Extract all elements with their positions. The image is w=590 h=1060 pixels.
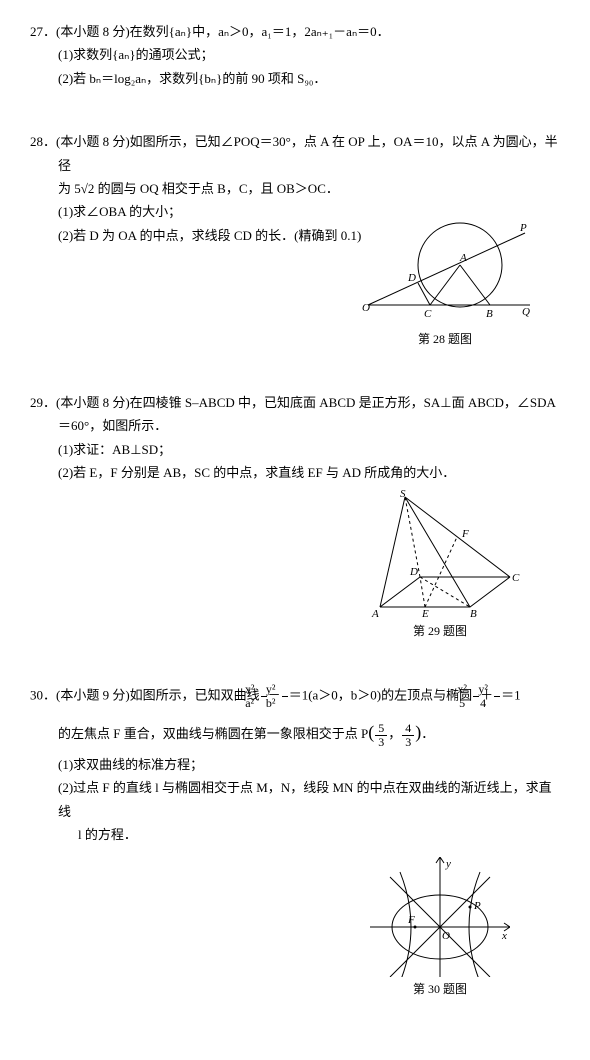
svg-text:P: P — [473, 900, 481, 912]
problem-29: 29．(本小题 8 分)在四棱锥 S–ABCD 中，已知底面 ABCD 是正方形… — [30, 391, 560, 643]
p29-head: 29．(本小题 8 分)在四棱锥 S–ABCD 中，已知底面 ABCD 是正方形… — [30, 391, 560, 414]
p28-head2: 为 5√2 的圆与 OQ 相交于点 B，C，且 OB＞OC． — [30, 177, 560, 200]
svg-text:Q: Q — [522, 306, 530, 318]
svg-text:P: P — [519, 222, 527, 234]
p30-s2b: l 的方程． — [30, 823, 560, 846]
svg-text:S: S — [400, 489, 406, 500]
svg-text:C: C — [424, 308, 432, 320]
svg-text:y: y — [445, 858, 451, 870]
p29-num: 29 — [30, 395, 43, 410]
svg-text:E: E — [421, 608, 429, 619]
svg-text:O: O — [362, 302, 370, 314]
figure-30-caption: 第 30 题图 — [413, 982, 467, 996]
svg-text:C: C — [512, 572, 520, 584]
p29-s2: (2)若 E，F 分别是 AB，SC 的中点，求直线 EF 与 AD 所成角的大… — [30, 461, 560, 484]
figure-29: S A B C D E F 第 29 题图 — [360, 489, 520, 643]
figure-30-svg: O F P x y — [370, 857, 510, 977]
figure-28-svg: O A B C D P Q — [360, 217, 530, 327]
figure-29-caption: 第 29 题图 — [413, 624, 467, 638]
svg-text:F: F — [461, 528, 469, 540]
svg-text:D: D — [409, 566, 418, 578]
p28-num: 28 — [30, 134, 43, 149]
p27-s1: (1)求数列{aₙ}的通项公式； — [30, 43, 560, 66]
frac-y24: y²4 — [494, 683, 500, 710]
p27-num: 27 — [30, 24, 43, 39]
problem-30: 30．(本小题 9 分)如图所示，已知双曲线x²a²－y²b²＝1(a＞0，b＞… — [30, 683, 560, 1000]
figure-28-caption: 第 28 题图 — [418, 332, 472, 346]
p28-head: 28．(本小题 8 分)如图所示，已知∠POQ＝30°，点 A 在 OP 上，O… — [30, 130, 560, 177]
p27-s2: (2)若 bₙ＝log₂aₙ，求数列{bₙ}的前 90 项和 S₉₀． — [30, 67, 560, 90]
svg-text:D: D — [407, 272, 416, 284]
svg-text:A: A — [371, 608, 379, 619]
figure-30: O F P x y 第 30 题图 — [370, 857, 510, 1001]
svg-text:F: F — [407, 914, 415, 926]
svg-text:B: B — [470, 608, 477, 619]
p30-s1: (1)求双曲线的标准方程； — [30, 753, 560, 776]
figure-28: O A B C D P Q 第 28 题图 — [360, 217, 530, 351]
frac-53: 53 — [375, 722, 387, 749]
frac-43: 43 — [402, 722, 414, 749]
svg-text:x: x — [501, 930, 507, 942]
problem-28: 28．(本小题 8 分)如图所示，已知∠POQ＝30°，点 A 在 OP 上，O… — [30, 130, 560, 351]
p30-num: 30 — [30, 688, 43, 703]
p30-s2: (2)过点 F 的直线 l 与椭圆相交于点 M，N，线段 MN 的中点在双曲线的… — [30, 776, 560, 823]
p27-head: 27．(本小题 8 分)在数列{aₙ}中，aₙ＞0，a₁＝1，2aₙ₊₁－aₙ＝… — [30, 20, 560, 43]
svg-text:B: B — [486, 308, 493, 320]
p30-head2: 的左焦点 F 重合，双曲线与椭圆在第一象限相交于点 P(53，43)． — [30, 716, 560, 749]
p30-head: 30．(本小题 9 分)如图所示，已知双曲线x²a²－y²b²＝1(a＞0，b＞… — [30, 683, 560, 710]
figure-29-svg: S A B C D E F — [360, 489, 520, 619]
svg-text:A: A — [459, 252, 467, 264]
svg-text:O: O — [442, 930, 450, 942]
p29-s1: (1)求证：AB⊥SD； — [30, 438, 560, 461]
p29-head2: ＝60°，如图所示． — [30, 414, 560, 437]
frac-y2b2: y²b² — [282, 683, 288, 710]
problem-27: 27．(本小题 8 分)在数列{aₙ}中，aₙ＞0，a₁＝1，2aₙ₊₁－aₙ＝… — [30, 20, 560, 90]
